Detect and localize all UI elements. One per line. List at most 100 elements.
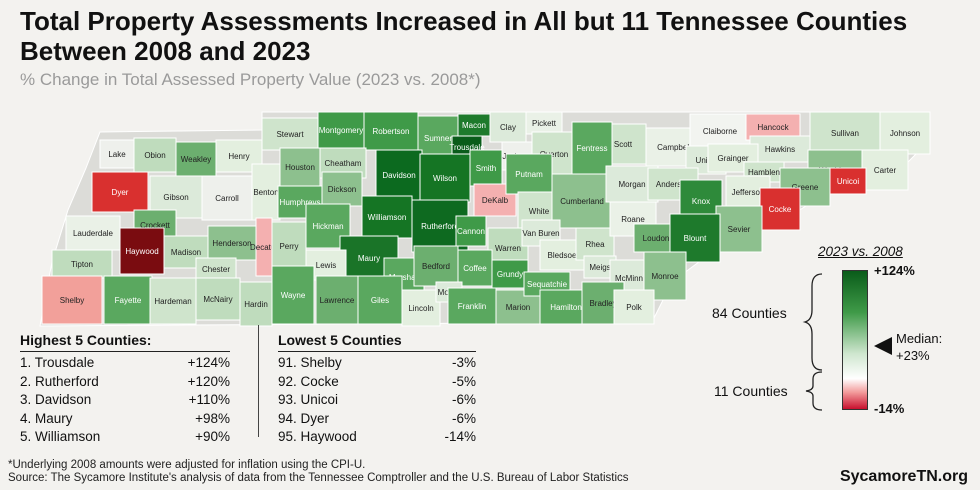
county-label: Loudon <box>643 234 670 243</box>
chart-title: Total Property Assessments Increased in … <box>20 6 908 66</box>
highest-heading: Highest 5 Counties: <box>20 332 152 348</box>
county-johnson <box>879 111 931 155</box>
row-county: 92. Cocke <box>278 373 339 389</box>
highest-divider <box>20 351 230 352</box>
legend-upper-brace <box>802 273 823 371</box>
county-label: Putnam <box>515 170 543 179</box>
legend-max-label: +124% <box>874 263 915 278</box>
county-label: Hamilton <box>550 303 582 312</box>
county-perry <box>271 221 307 271</box>
brand-logo-text: SycamoreTN.org <box>839 468 968 485</box>
county-label: Hancock <box>757 123 789 132</box>
county-fayette <box>103 275 153 325</box>
county-label: Fayette <box>115 296 142 305</box>
legend-median-value: +23% <box>896 348 930 363</box>
county-label: Rhea <box>585 240 605 249</box>
legend-lower-brace <box>805 371 823 411</box>
table-row: 1. Trousdale +124% <box>20 354 230 373</box>
county-label: White <box>529 207 550 216</box>
county-label: Wayne <box>281 291 306 300</box>
lowest-counties-table: Lowest 5 Counties 91. Shelby -3% 92. Cock… <box>278 332 476 447</box>
row-value: +124% <box>187 355 230 370</box>
row-county: 3. Davidson <box>20 392 92 407</box>
lowest-divider <box>278 351 476 352</box>
chart-subtitle: % Change in Total Assessed Property Valu… <box>20 70 481 89</box>
legend-color-scale <box>842 270 868 410</box>
county-label: Jefferson <box>732 188 765 197</box>
row-county: 1. Trousdale <box>20 355 95 370</box>
county-label: Bedford <box>422 262 450 271</box>
county-label: Shelby <box>60 296 84 305</box>
county-label: Franklin <box>458 302 486 311</box>
row-value: -6% <box>451 410 476 426</box>
county-fentress <box>571 121 613 175</box>
county-label: Claiborne <box>703 127 738 136</box>
county-label: Scott <box>614 140 633 149</box>
lowest-heading: Lowest 5 Counties <box>278 332 402 348</box>
county-wayne <box>271 265 315 325</box>
county-cocke <box>759 187 801 231</box>
county-haywood <box>119 227 165 275</box>
row-county: 5. Williamson <box>20 429 101 444</box>
county-label: Tipton <box>71 260 93 269</box>
county-franklin <box>447 287 497 325</box>
county-label: Obion <box>144 151 165 160</box>
county-label: Monroe <box>651 272 679 281</box>
county-label: Blount <box>684 234 707 243</box>
footnote: *Underlying 2008 amounts were adjusted f… <box>8 459 366 471</box>
row-county: 93. Unicoi <box>278 392 339 407</box>
county-label: Crockett <box>140 221 171 230</box>
legend-median-pointer <box>874 337 892 355</box>
county-label: Grainger <box>717 154 748 163</box>
county-giles <box>357 275 403 325</box>
county-claiborne <box>689 113 751 149</box>
county-dyer <box>91 171 149 213</box>
legend-title: 2023 vs. 2008 <box>818 244 903 259</box>
county-label: Macon <box>462 121 486 130</box>
county-label: Smith <box>476 164 496 173</box>
county-label: Hardin <box>244 300 268 309</box>
county-lauderdale <box>65 215 121 251</box>
county-label: Sumner <box>424 134 452 143</box>
county-label: Bradley <box>589 299 616 308</box>
row-county: 95. Haywood <box>278 429 357 444</box>
county-label: Trousdale <box>449 143 485 152</box>
county-label: Weakley <box>181 155 212 164</box>
county-label: Decatur <box>250 243 278 252</box>
highest-counties-table: Highest 5 Counties: 1. Trousdale +124% 2.… <box>20 332 230 447</box>
county-label: Dyer <box>112 188 129 197</box>
county-label: Cumberland <box>560 197 604 206</box>
county-coffee <box>457 249 493 287</box>
table-separator <box>258 325 259 437</box>
county-label: Van Buren <box>522 229 559 238</box>
table-row: 5. Williamson +90% <box>20 428 230 447</box>
county-clay <box>489 111 527 143</box>
row-value: +120% <box>187 373 230 389</box>
county-montgomery <box>317 111 365 149</box>
legend-min-label: -14% <box>874 401 905 416</box>
county-label: Greene <box>792 183 819 192</box>
county-label: Coffee <box>463 264 487 273</box>
county-dekalb <box>473 183 517 217</box>
county-label: Chester <box>202 265 230 274</box>
county-label: Madison <box>171 248 201 257</box>
county-robertson <box>363 111 419 151</box>
county-label: Fentress <box>576 144 607 153</box>
county-label: Lauderdale <box>73 229 114 238</box>
row-county: 2. Rutherford <box>20 373 99 389</box>
county-label: Lake <box>108 150 126 159</box>
county-label: Union <box>696 156 717 165</box>
county-label: Overton <box>540 150 568 159</box>
county-label: Carroll <box>215 194 239 203</box>
county-tipton <box>51 249 113 279</box>
county-label: Gibson <box>163 193 188 202</box>
row-value: +90% <box>195 429 230 444</box>
county-label: Dickson <box>328 185 356 194</box>
county-label: Warren <box>495 244 521 253</box>
county-label: Johnson <box>890 129 920 138</box>
row-value: -6% <box>451 392 476 407</box>
county-label: Haywood <box>125 247 158 256</box>
county-label: Cheatham <box>325 159 362 168</box>
county-putnam <box>505 153 553 195</box>
